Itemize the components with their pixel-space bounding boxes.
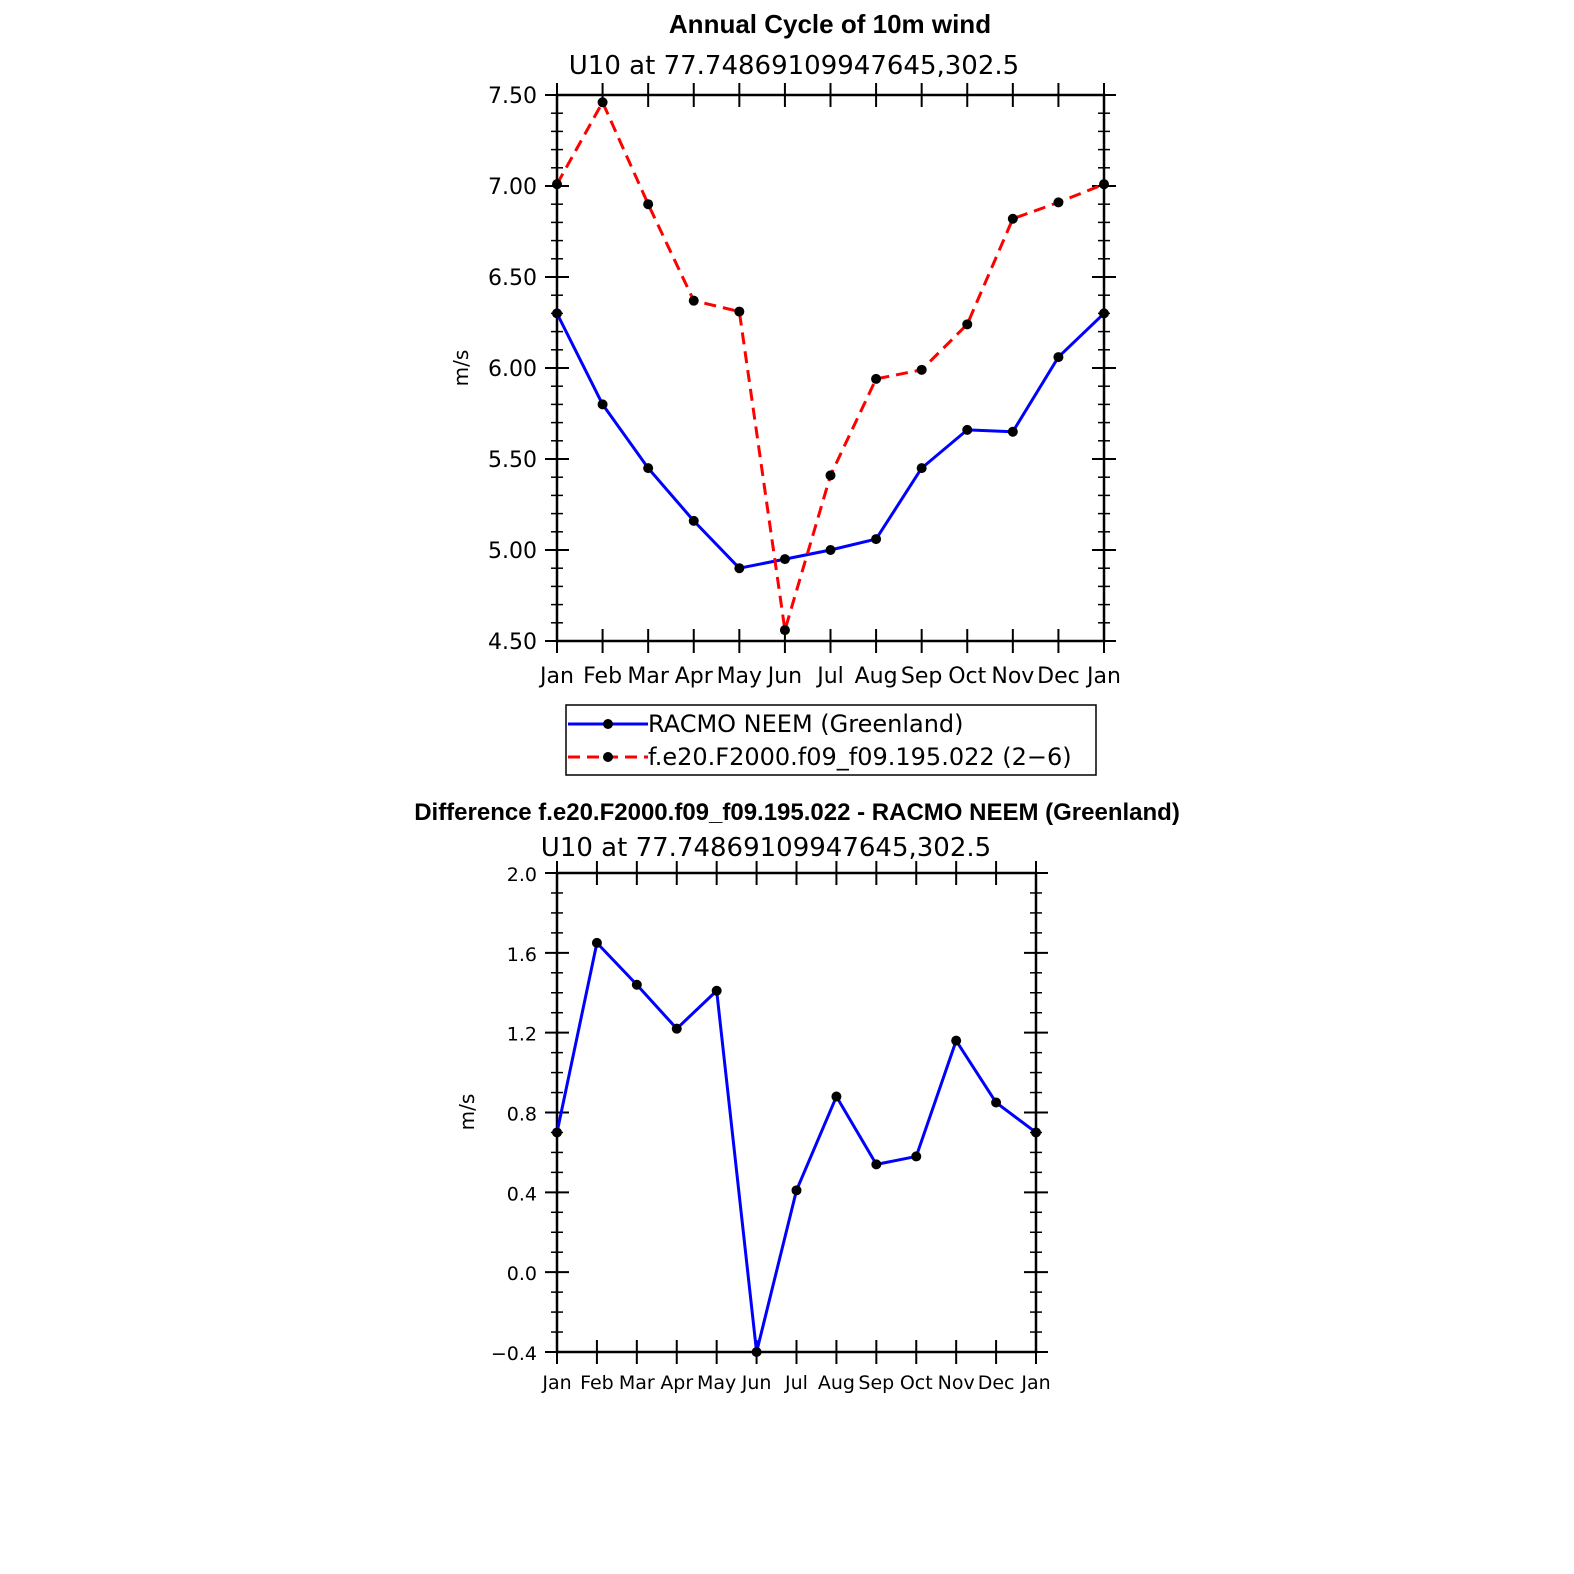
x-tick-label: Dec <box>1037 664 1080 689</box>
legend-marker-racmo <box>603 719 613 729</box>
x-tick-label: Mar <box>619 1372 655 1394</box>
legend-box <box>565 704 1097 776</box>
x-tick-label: Nov <box>991 664 1034 689</box>
data-point-series-0 <box>597 399 608 410</box>
series-line-0 <box>555 312 1106 570</box>
legend-marker-model <box>603 752 613 762</box>
data-point-series-0 <box>1007 426 1018 437</box>
x-tick-label: Mar <box>627 664 669 689</box>
chart2-y-axis-label: m/s <box>455 1094 479 1131</box>
chart2-title: Difference f.e20.F2000.f09_f09.195.022 -… <box>414 799 1180 826</box>
y-tick-label: 5.50 <box>488 448 537 473</box>
data-point-series-1 <box>779 625 790 636</box>
data-point-series-0 <box>825 545 836 555</box>
x-tick-label: Feb <box>580 1372 614 1394</box>
x-tick-label: Dec <box>978 1372 1015 1394</box>
data-point-series-0 <box>962 424 973 435</box>
x-tick-label: Feb <box>583 664 622 689</box>
data-point-series-0 <box>631 979 642 990</box>
x-tick-label: Jul <box>815 664 844 689</box>
data-point-series-0 <box>831 1091 842 1102</box>
data-point-series-0 <box>1031 1127 1041 1138</box>
x-tick-label: Oct <box>900 1372 933 1394</box>
y-tick-label: 0.0 <box>507 1263 537 1285</box>
x-tick-label: Oct <box>948 664 986 689</box>
chart2-subtitle: U10 at 77.74869109947645,302.5 <box>541 833 991 863</box>
chart1-subtitle: U10 at 77.74869109947645,302.5 <box>569 51 1019 81</box>
y-tick-label: 2.0 <box>507 864 537 886</box>
x-tick-label: May <box>717 664 762 689</box>
data-point-series-0 <box>791 1185 802 1196</box>
data-point-series-1 <box>643 199 654 210</box>
data-point-series-0 <box>552 308 562 319</box>
y-tick-label: 6.50 <box>488 266 537 291</box>
x-tick-label: Sep <box>901 664 942 689</box>
annual-cycle-chart: Annual Cycle of 10m wind U10 at 77.74869… <box>449 9 1121 776</box>
data-point-series-0 <box>711 985 722 996</box>
data-point-series-1 <box>597 97 608 108</box>
legend-label-model: f.e20.F2000.f09_f09.195.022 (2−6) <box>648 743 1072 771</box>
data-point-series-1 <box>1053 197 1064 208</box>
chart1-legend: RACMO NEEM (Greenland) f.e20.F2000.f09_f… <box>565 704 1097 776</box>
data-point-series-0 <box>591 937 602 948</box>
data-point-series-0 <box>734 563 745 574</box>
data-point-series-1 <box>688 295 699 306</box>
data-point-series-0 <box>916 463 927 474</box>
data-point-series-0 <box>552 1127 562 1138</box>
x-tick-label: Sep <box>858 1372 894 1394</box>
y-tick-label: 0.4 <box>507 1183 537 1205</box>
data-point-series-0 <box>779 554 790 565</box>
difference-chart: Difference f.e20.F2000.f09_f09.195.022 -… <box>414 799 1180 1394</box>
data-point-series-0 <box>643 463 654 474</box>
chart1-title: Annual Cycle of 10m wind <box>669 9 991 39</box>
data-point-series-0 <box>1099 308 1109 319</box>
chart1-plot-frame <box>555 93 1106 643</box>
data-point-series-0 <box>1053 352 1064 363</box>
x-tick-label: Jun <box>766 664 802 689</box>
y-tick-label: 6.00 <box>488 357 537 382</box>
y-tick-label: 1.6 <box>507 944 537 966</box>
x-tick-label: Jan <box>541 1372 571 1394</box>
data-point-series-1 <box>734 306 745 317</box>
data-point-series-0 <box>751 1347 762 1357</box>
x-tick-label: Aug <box>855 664 898 689</box>
x-tick-label: Jan <box>1020 1372 1050 1394</box>
data-point-series-0 <box>871 1159 882 1170</box>
data-point-series-1 <box>1099 179 1109 190</box>
data-point-series-1 <box>916 364 927 375</box>
data-point-series-1 <box>962 319 973 330</box>
x-tick-label: Nov <box>938 1372 975 1394</box>
x-tick-label: Apr <box>675 664 714 689</box>
x-tick-label: Jan <box>538 664 574 689</box>
y-tick-label: −0.4 <box>491 1343 537 1365</box>
y-tick-label: 7.50 <box>488 84 537 109</box>
chart1-y-axis-label: m/s <box>449 350 473 387</box>
data-point-series-0 <box>911 1151 922 1162</box>
data-point-series-1 <box>552 179 562 190</box>
y-tick-label: 1.2 <box>507 1024 537 1046</box>
x-tick-label: Aug <box>818 1372 855 1394</box>
data-point-series-1 <box>1007 213 1018 224</box>
series-line-0 <box>555 941 1037 1354</box>
x-tick-label: Jul <box>784 1372 808 1394</box>
data-point-series-1 <box>871 373 882 384</box>
data-point-series-0 <box>991 1097 1002 1108</box>
data-point-series-0 <box>951 1035 962 1046</box>
x-tick-label: Apr <box>660 1372 693 1394</box>
x-tick-label: Jan <box>1085 664 1121 689</box>
x-tick-label: Jun <box>741 1372 772 1394</box>
y-tick-label: 5.00 <box>488 539 537 564</box>
data-point-series-0 <box>688 515 699 526</box>
y-tick-label: 7.00 <box>488 175 537 200</box>
x-tick-label: May <box>697 1372 736 1394</box>
y-tick-label: 0.8 <box>507 1104 537 1126</box>
data-point-series-0 <box>671 1023 682 1034</box>
chart2-plot-frame <box>555 871 1038 1354</box>
y-tick-label: 4.50 <box>488 630 537 655</box>
legend-label-racmo: RACMO NEEM (Greenland) <box>648 710 964 738</box>
data-point-series-0 <box>871 534 882 545</box>
data-point-series-1 <box>825 470 836 481</box>
